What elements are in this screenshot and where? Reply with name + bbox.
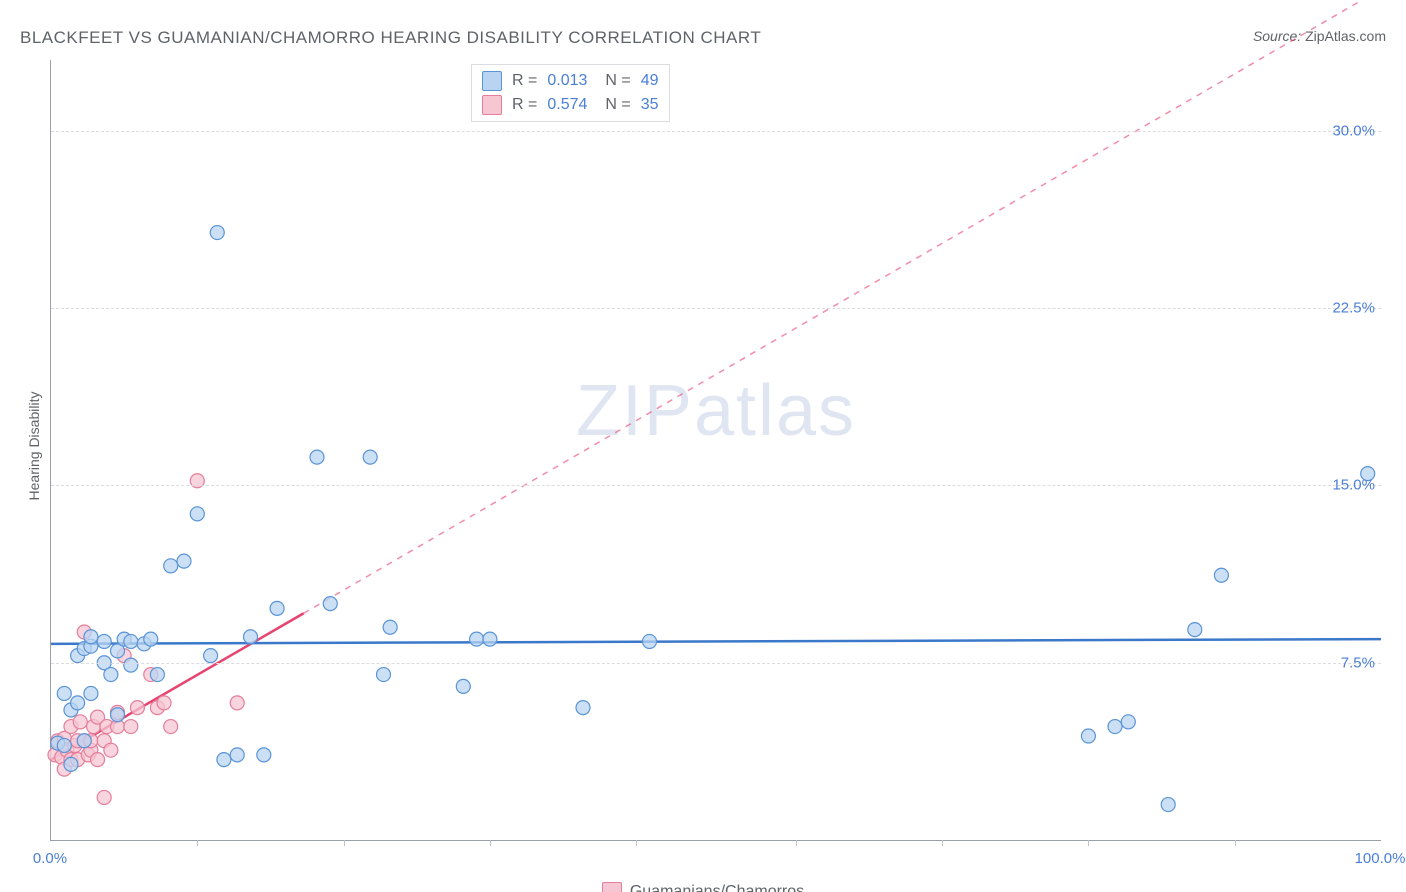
point-chamorro [124,720,138,734]
point-blackfeet [323,597,337,611]
y-tick-label: 15.0% [1332,477,1375,494]
legend-item-chamorro: Guamanians/Chamorros [592,878,814,892]
point-chamorro [91,753,105,767]
point-blackfeet [57,686,71,700]
grid-line-h [51,485,1381,486]
grid-line-h [51,308,1381,309]
legend-n-value-0: 49 [641,72,659,90]
point-chamorro [230,696,244,710]
point-blackfeet [1081,729,1095,743]
x-tick-label: 0.0% [33,850,67,867]
point-chamorro [157,696,171,710]
point-chamorro [73,715,87,729]
point-blackfeet [84,686,98,700]
legend-r-value-0: 0.013 [547,72,587,90]
chart-svg [51,60,1381,840]
point-chamorro [164,720,178,734]
point-blackfeet [310,450,324,464]
trend-line-dashed [304,0,1381,613]
point-blackfeet [244,630,258,644]
point-blackfeet [71,696,85,710]
point-blackfeet [1214,568,1228,582]
y-axis-label: Hearing Disability [26,392,42,501]
source-value: ZipAtlas.com [1305,28,1386,44]
chart-title: BLACKFEET VS GUAMANIAN/CHAMORRO HEARING … [20,28,761,48]
legend-n-label-1: N = [605,96,630,114]
x-tick-minor [636,840,637,846]
point-blackfeet [190,507,204,521]
point-blackfeet [177,554,191,568]
point-blackfeet [64,757,78,771]
point-blackfeet [217,753,231,767]
point-blackfeet [124,658,138,672]
x-tick-minor [197,840,198,846]
point-blackfeet [1188,623,1202,637]
y-tick-label: 22.5% [1332,300,1375,317]
point-chamorro [104,743,118,757]
point-chamorro [97,790,111,804]
point-blackfeet [164,559,178,573]
x-tick-minor [796,840,797,846]
point-blackfeet [576,701,590,715]
point-blackfeet [363,450,377,464]
point-blackfeet [456,679,470,693]
point-blackfeet [270,601,284,615]
legend-r-label-0: R = [512,72,537,90]
legend-label-chamorro: Guamanians/Chamorros [630,883,804,892]
legend-swatch-pink [482,95,502,115]
legend-row-blue: R = 0.013 N = 49 [482,69,659,93]
point-blackfeet [1121,715,1135,729]
x-tick-minor [1088,840,1089,846]
point-chamorro [130,701,144,715]
point-blackfeet [111,708,125,722]
point-blackfeet [643,634,657,648]
point-blackfeet [77,734,91,748]
point-blackfeet [1108,720,1122,734]
x-tick-minor [942,840,943,846]
y-tick-label: 30.0% [1332,122,1375,139]
point-blackfeet [57,738,71,752]
point-blackfeet [230,748,244,762]
source-attribution: Source: ZipAtlas.com [1253,28,1386,44]
point-blackfeet [97,634,111,648]
x-tick-label: 100.0% [1355,850,1406,867]
point-blackfeet [210,226,224,240]
plot-area: ZIPatlas R = 0.013 N = 49 R = 0.574 N = … [50,60,1381,841]
point-blackfeet [124,634,138,648]
point-blackfeet [470,632,484,646]
point-blackfeet [150,668,164,682]
legend-swatch-blue [482,71,502,91]
legend-row-pink: R = 0.574 N = 35 [482,93,659,117]
x-tick-minor [344,840,345,846]
legend-n-label-0: N = [605,72,630,90]
point-blackfeet [204,649,218,663]
grid-line-h [51,131,1381,132]
legend-r-label-1: R = [512,96,537,114]
swatch-chamorro [602,882,622,892]
point-blackfeet [144,632,158,646]
x-tick-minor [490,840,491,846]
point-blackfeet [84,630,98,644]
chart-container: BLACKFEET VS GUAMANIAN/CHAMORRO HEARING … [0,0,1406,892]
point-blackfeet [1161,798,1175,812]
legend-n-value-1: 35 [641,96,659,114]
legend-correlation-box: R = 0.013 N = 49 R = 0.574 N = 35 [471,64,670,122]
point-blackfeet [377,668,391,682]
point-blackfeet [104,668,118,682]
grid-line-h [51,663,1381,664]
legend-r-value-1: 0.574 [547,96,587,114]
point-blackfeet [257,748,271,762]
point-blackfeet [483,632,497,646]
point-blackfeet [383,620,397,634]
x-tick-minor [1235,840,1236,846]
y-tick-label: 7.5% [1341,654,1375,671]
source-label: Source: [1253,28,1301,44]
